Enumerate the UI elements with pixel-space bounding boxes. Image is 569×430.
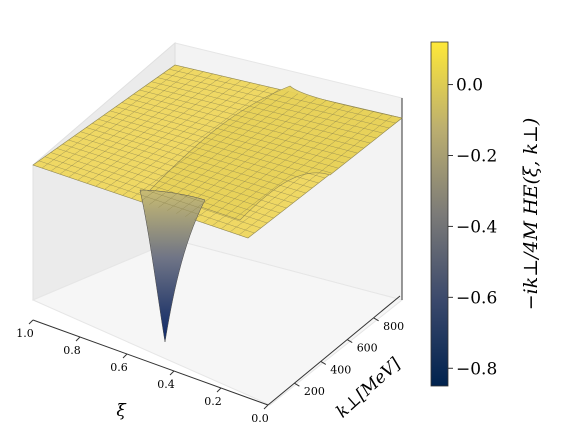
x-tick-mark — [75, 336, 81, 342]
x-tick-label: 0.2 — [204, 395, 222, 408]
y-tick-mark — [346, 339, 353, 344]
y-tick-mark — [320, 360, 327, 365]
mesh-line — [238, 115, 393, 236]
x-tick-group: 0.0 0.2 0.4 0.6 0.8 1.0 — [16, 319, 269, 425]
mesh-line — [50, 69, 195, 172]
mesh-line — [77, 75, 223, 181]
y-tick-label: 200 — [304, 385, 325, 398]
y-tick-label: 400 — [330, 363, 351, 376]
x-tick-label: 0.0 — [251, 412, 269, 425]
y-tick-label: 600 — [357, 342, 378, 355]
mesh-line — [122, 86, 270, 196]
mesh-line — [167, 97, 317, 211]
colorbar-tick-label: −0.4 — [456, 217, 497, 237]
colorbar — [430, 41, 449, 387]
x-tick-mark — [263, 404, 269, 410]
mesh-line — [194, 104, 346, 220]
y-tick-group: 200 400 600 800 — [294, 317, 404, 398]
mesh-line — [185, 102, 336, 217]
x-tick-mark — [169, 370, 175, 376]
x-tick-label: 0.6 — [110, 361, 128, 374]
mesh-line — [95, 80, 242, 187]
x-axis-label: ξ — [116, 401, 127, 421]
colorbar-tick-label: −0.6 — [456, 288, 497, 308]
x-tick-label: 1.0 — [16, 327, 34, 340]
surface — [32, 64, 403, 343]
mesh-line — [203, 106, 355, 223]
mesh-line — [149, 93, 299, 205]
mesh-line — [113, 84, 261, 193]
x-tick-label: 0.4 — [157, 378, 175, 391]
mesh-line — [140, 91, 289, 202]
surface-dip — [139, 189, 206, 343]
surface-ridge — [149, 85, 403, 221]
mesh-line — [229, 113, 384, 233]
x-tick-mark — [28, 319, 34, 325]
colorbar-tick-group: 0.0 −0.2 −0.4 −0.6 −0.8 — [448, 76, 497, 379]
surface-mesh — [38, 67, 396, 236]
y-tick-mark — [373, 317, 379, 322]
mesh-line — [212, 109, 365, 226]
colorbar-tick-label: 0.0 — [456, 76, 483, 96]
colorbar-tick-label: −0.8 — [456, 359, 497, 379]
mesh-line — [86, 78, 232, 184]
mesh-line — [131, 89, 280, 199]
mesh-line — [59, 71, 204, 175]
x-axis-line — [32, 319, 269, 406]
mesh-line — [68, 73, 213, 178]
mesh-line — [176, 100, 327, 214]
x-tick-mark — [216, 387, 222, 393]
y-tick-label: 800 — [383, 320, 404, 333]
mesh-line — [41, 67, 185, 169]
y-axis-line — [267, 295, 401, 406]
x-tick-mark — [122, 353, 128, 359]
mesh-line — [104, 82, 251, 190]
mesh-line — [158, 95, 308, 208]
colorbar-label: −ik⊥/4M HE(ξ, k⊥) — [520, 118, 542, 311]
mesh-line — [221, 111, 374, 230]
x-tick-label: 0.8 — [63, 344, 81, 357]
colorbar-tick-label: −0.2 — [456, 146, 497, 166]
y-tick-mark — [294, 382, 300, 387]
